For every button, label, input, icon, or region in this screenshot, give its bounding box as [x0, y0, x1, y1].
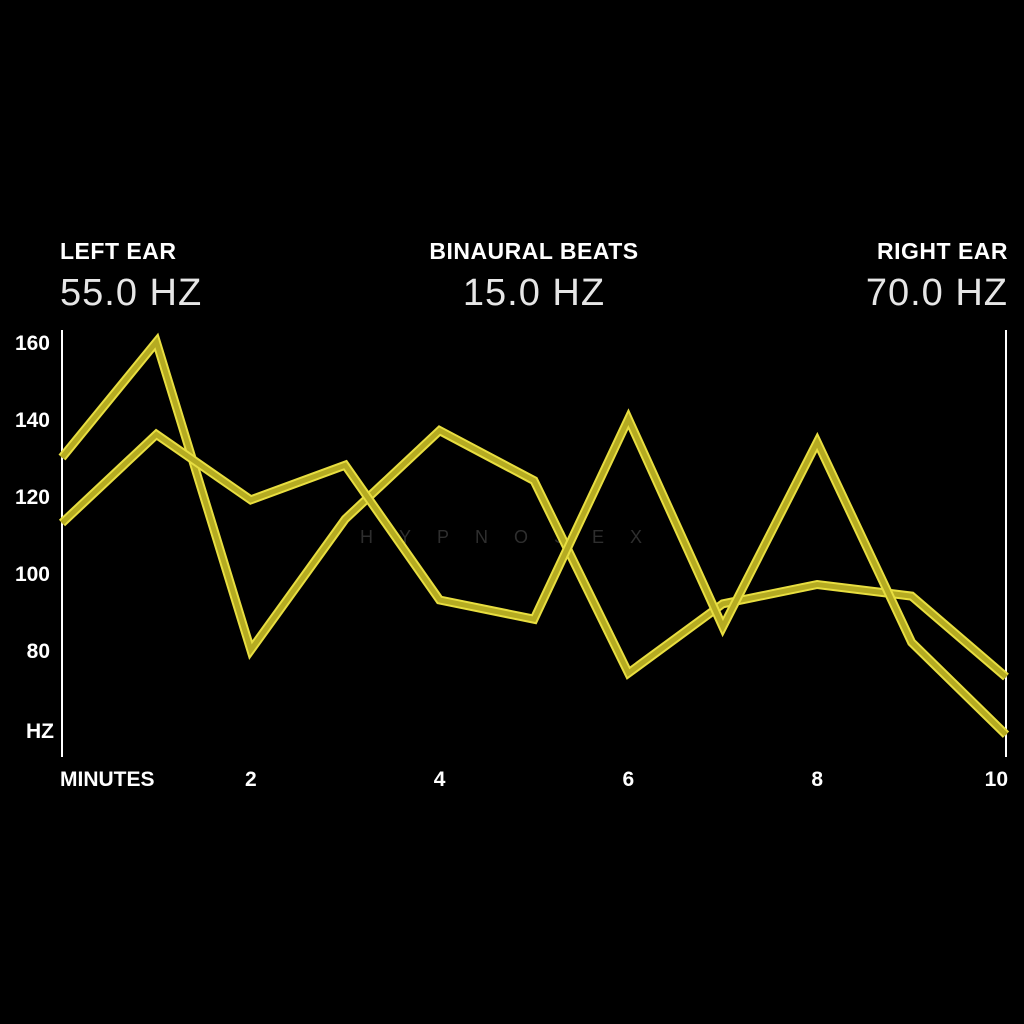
series-1-point [61, 457, 63, 458]
series-2-point [250, 499, 252, 501]
right-ear-value: 70.0 HZ [865, 272, 1008, 314]
y-tick-label: 120 [15, 486, 50, 509]
series-2-point [344, 464, 346, 466]
tick-layer: HZ MINUTES 160 140 120 100 80 2 4 6 8 10 [15, 332, 1008, 791]
series-2-point [627, 418, 629, 420]
x-tick-label: 10 [985, 768, 1008, 791]
y-tick-label: 160 [15, 332, 50, 355]
series-1-line-edge [58, 332, 1009, 681]
right-ear-label: RIGHT EAR [877, 238, 1008, 264]
x-tick-label: 4 [434, 768, 446, 791]
series-2-point [439, 599, 441, 601]
y-tick-label: 140 [15, 409, 50, 432]
series-2-point [1005, 734, 1007, 736]
series-2-point [533, 618, 535, 620]
x-tick-label: 6 [623, 768, 635, 791]
left-ear-value: 55.0 HZ [60, 272, 203, 314]
left-ear-label: LEFT EAR [60, 238, 177, 264]
series-1-point [155, 341, 157, 343]
binaural-beats-value: 15.0 HZ [462, 272, 606, 314]
binaural-beats-label: BINAURAL BEATS [429, 238, 639, 264]
series-1-point [816, 584, 818, 585]
series-1-point [1005, 676, 1007, 678]
series-1-point [627, 672, 629, 674]
series-1-point [344, 518, 346, 520]
x-tick-label: 2 [245, 768, 257, 791]
series-1-point [722, 603, 724, 605]
x-axis-label: MINUTES [60, 768, 155, 791]
series-2-point [155, 433, 157, 435]
y-axis-unit-label: HZ [26, 720, 54, 743]
series-1-point [911, 595, 913, 597]
y-tick-label: 100 [15, 563, 50, 586]
series-2-point [722, 626, 724, 628]
x-tick-label: 8 [811, 768, 823, 791]
y-tick-label: 80 [27, 640, 50, 663]
watermark-text: HYPNOSEX [360, 527, 668, 547]
series-2-point [61, 522, 63, 524]
series-2-point [816, 441, 818, 443]
series-1-point [439, 430, 441, 432]
series-1-point [533, 480, 535, 482]
series-layer [58, 332, 1010, 738]
series-2-point [911, 641, 913, 643]
series-2-line [60, 413, 1008, 737]
series-1-point [250, 649, 252, 651]
